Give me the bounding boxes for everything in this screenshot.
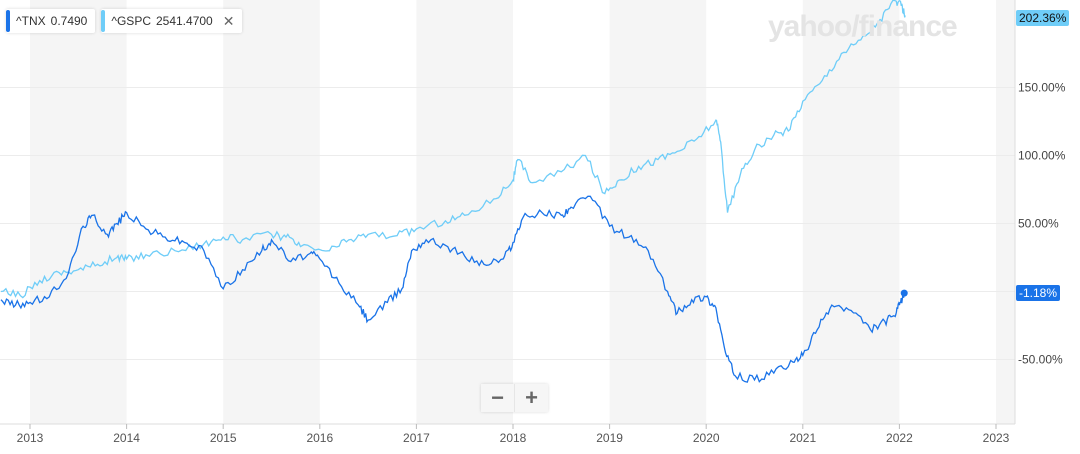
- year-band: [30, 0, 127, 424]
- x-tick-label: 2023: [983, 431, 1010, 445]
- series-line-tnx: [0, 195, 905, 383]
- year-band: [609, 0, 707, 424]
- zoom-control: − +: [481, 384, 548, 412]
- x-tick-label: 2020: [693, 431, 720, 445]
- gspc-end-label: 202.36%: [1016, 10, 1070, 26]
- legend-chip-gspc[interactable]: ^GSPC 2541.4700 ✕: [101, 9, 243, 33]
- tnx-end-label: -1.18%: [1016, 285, 1061, 301]
- year-band: [416, 0, 513, 424]
- yahoo-finance-watermark: yahoo/finance: [768, 10, 958, 43]
- legend-chip-tnx[interactable]: ^TNX 0.7490: [6, 9, 96, 33]
- series-color-marker: [6, 10, 10, 32]
- x-tick-label: 2018: [500, 431, 527, 445]
- legend: ^TNX 0.7490 ^GSPC 2541.4700 ✕: [6, 9, 243, 33]
- x-tick-label: 2014: [113, 431, 140, 445]
- series-line-gspc: [0, 0, 906, 299]
- x-tick-label: 2022: [886, 431, 913, 445]
- y-tick-label: 150.00%: [1018, 81, 1066, 95]
- y-tick-label: 100.00%: [1018, 149, 1066, 163]
- year-band: [223, 0, 320, 424]
- x-tick-label: 2021: [789, 431, 816, 445]
- year-band: [802, 0, 900, 424]
- x-tick-label: 2015: [210, 431, 237, 445]
- legend-value: 0.7490: [50, 14, 88, 28]
- close-icon[interactable]: ✕: [222, 12, 235, 29]
- tnx-last-point: [900, 289, 908, 297]
- x-tick-label: 2013: [17, 431, 44, 445]
- zoom-in-button[interactable]: +: [514, 384, 548, 412]
- legend-symbol: ^GSPC: [111, 14, 151, 28]
- x-tick-label: 2019: [596, 431, 623, 445]
- legend-symbol: ^TNX: [16, 14, 46, 28]
- y-tick-label: -50.00%: [1018, 353, 1063, 367]
- x-tick-label: 2017: [403, 431, 430, 445]
- x-tick-label: 2016: [306, 431, 333, 445]
- legend-value: 2541.4700: [155, 14, 213, 28]
- zoom-out-button[interactable]: −: [491, 385, 504, 410]
- y-tick-label: 50.00%: [1018, 217, 1059, 231]
- year-band: [996, 0, 1015, 424]
- series-color-marker: [101, 10, 106, 32]
